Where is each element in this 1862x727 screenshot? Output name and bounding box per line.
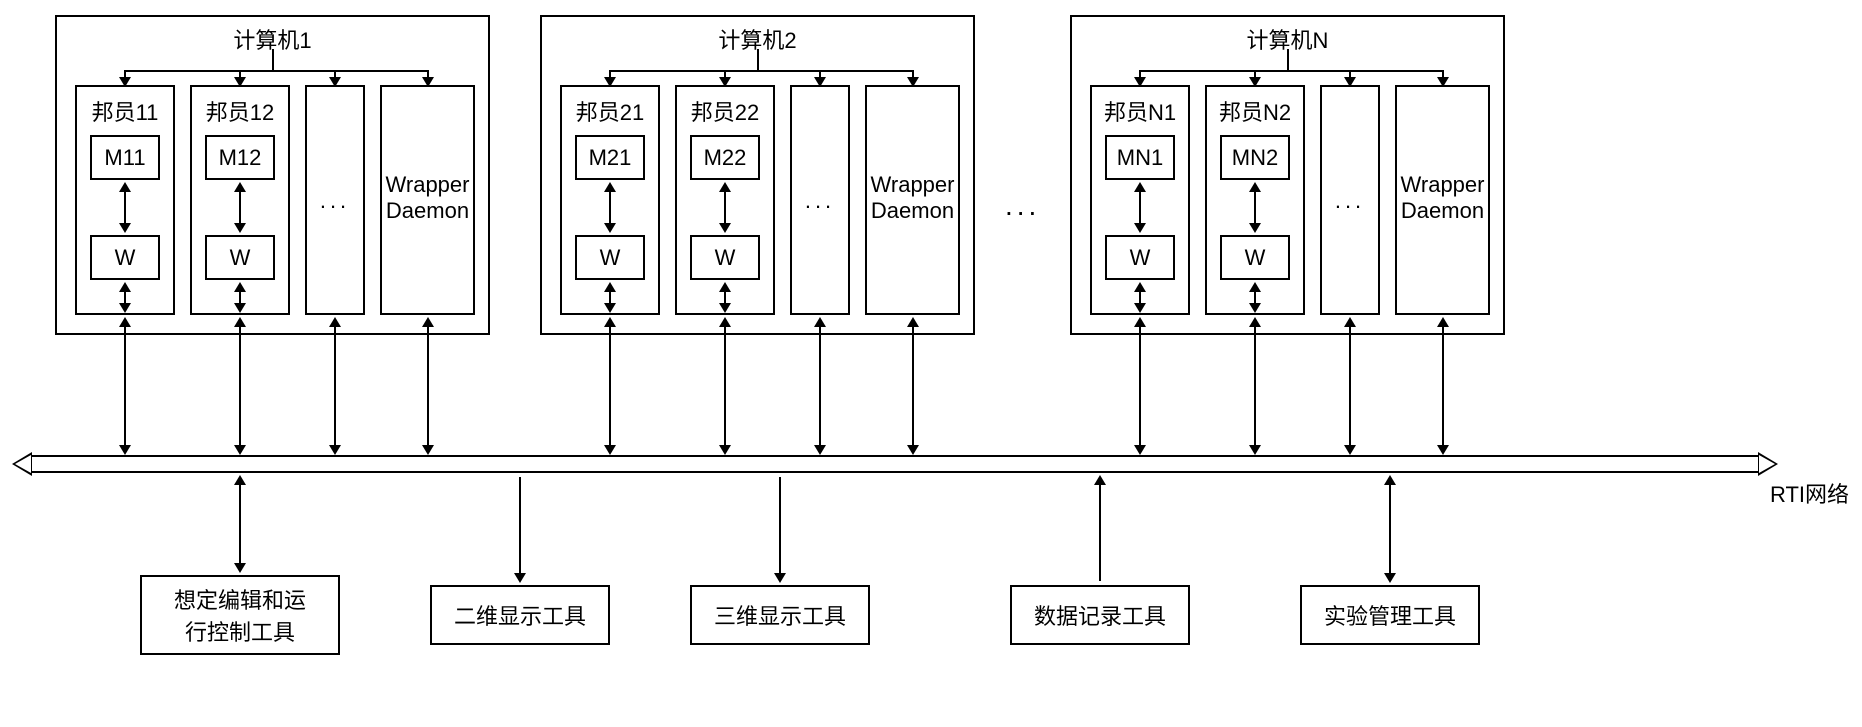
v-arrow	[609, 184, 611, 231]
v-arrow-down	[427, 70, 429, 85]
label: MN1	[1105, 135, 1175, 180]
label: M11	[90, 135, 160, 180]
label: Wrapper Daemon	[380, 172, 475, 224]
v-arrow-down	[334, 70, 336, 85]
v-arrow	[334, 319, 336, 453]
v-arrow-down	[912, 70, 914, 85]
v-arrow	[1139, 184, 1141, 231]
v-arrow	[724, 184, 726, 231]
label: Wrapper Daemon	[1395, 172, 1490, 224]
v-arrow-down	[819, 70, 821, 85]
label: ...	[305, 188, 365, 214]
label: 邦员22	[675, 95, 775, 127]
v-arrow	[609, 284, 611, 311]
label: ...	[790, 188, 850, 214]
bus-tri-r	[1758, 452, 1778, 476]
label: 邦员21	[560, 95, 660, 127]
v-arrow	[124, 319, 126, 453]
hline	[1140, 70, 1443, 72]
label: 邦员N1	[1090, 95, 1190, 127]
label: 邦员N2	[1205, 95, 1305, 127]
vline	[757, 49, 759, 70]
v-arrow	[1139, 284, 1141, 311]
label: 想定编辑和运 行控制工具	[140, 575, 340, 655]
label: W	[90, 235, 160, 280]
label: W	[205, 235, 275, 280]
v-arrow-up	[1099, 477, 1101, 581]
v-arrow-down	[1349, 70, 1351, 85]
label: 数据记录工具	[1010, 585, 1190, 645]
v-arrow-down	[519, 477, 521, 581]
v-arrow-down	[1442, 70, 1444, 85]
bus-tri-l	[12, 452, 32, 476]
v-arrow	[1254, 284, 1256, 311]
v-arrow-down	[1139, 70, 1141, 85]
label: W	[1220, 235, 1290, 280]
v-arrow	[724, 284, 726, 311]
v-arrow	[912, 319, 914, 453]
vline	[272, 49, 274, 70]
bus-label: RTI网络	[1770, 477, 1849, 509]
hline	[610, 70, 913, 72]
v-arrow	[1442, 319, 1444, 453]
v-arrow	[124, 184, 126, 231]
v-arrow	[609, 319, 611, 453]
v-arrow	[1349, 319, 1351, 453]
label: MN2	[1220, 135, 1290, 180]
v-arrow	[239, 184, 241, 231]
label: W	[690, 235, 760, 280]
label: W	[1105, 235, 1175, 280]
label: ...	[1320, 188, 1380, 214]
v-arrow-down	[1254, 70, 1256, 85]
label: Wrapper Daemon	[865, 172, 960, 224]
v-arrow-down	[724, 70, 726, 85]
v-arrow	[724, 319, 726, 453]
v-arrow-down	[239, 70, 241, 85]
v-arrow	[239, 319, 241, 453]
v-arrow	[1139, 319, 1141, 453]
label: W	[575, 235, 645, 280]
v-arrow	[239, 284, 241, 311]
label: 实验管理工具	[1300, 585, 1480, 645]
label: M12	[205, 135, 275, 180]
bus	[30, 455, 1760, 473]
label: M21	[575, 135, 645, 180]
label: M22	[690, 135, 760, 180]
v-arrow	[124, 284, 126, 311]
label: 二维显示工具	[430, 585, 610, 645]
label: 邦员12	[190, 95, 290, 127]
v-arrow	[1254, 184, 1256, 231]
hline	[125, 70, 428, 72]
v-arrow-down	[609, 70, 611, 85]
v-arrow	[1254, 319, 1256, 453]
label: ...	[1005, 190, 1040, 222]
v-arrow-down	[124, 70, 126, 85]
vline	[1287, 49, 1289, 70]
v-arrow	[1389, 477, 1391, 581]
v-arrow	[427, 319, 429, 453]
v-arrow-down	[779, 477, 781, 581]
label: 三维显示工具	[690, 585, 870, 645]
v-arrow	[819, 319, 821, 453]
v-arrow	[239, 477, 241, 571]
label: 邦员11	[75, 95, 175, 127]
